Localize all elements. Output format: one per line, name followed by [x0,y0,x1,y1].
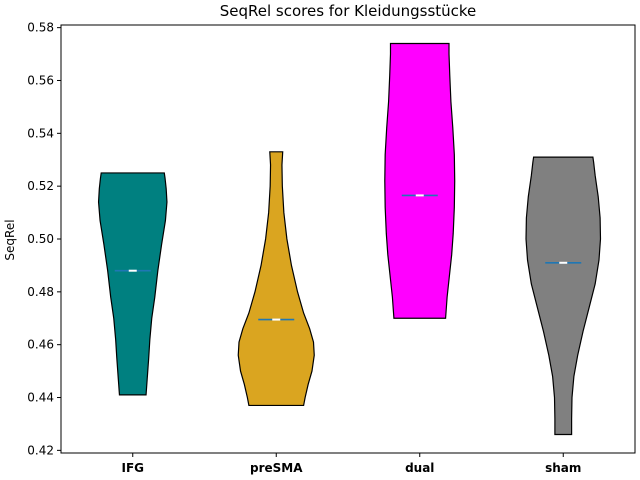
chart-title: SeqRel scores for Kleidungsstücke [220,2,477,20]
y-tick-label: 0.46 [27,338,54,352]
y-tick-label: 0.48 [27,285,54,299]
x-axis: IFG preSMA dual sham [121,453,581,475]
x-tick-label-presma: preSMA [250,461,303,475]
violin-dual [384,42,456,319]
y-tick-label: 0.56 [27,73,54,87]
violin-ifg [97,172,168,396]
y-tick-label: 0.54 [27,126,54,140]
y-axis: 0.42 0.44 0.46 0.48 0.50 0.52 0.54 0.56 0.58 [27,21,61,457]
plot-area [97,42,602,436]
y-axis-label: SeqRel [3,219,17,260]
y-tick-label: 0.44 [27,391,54,405]
x-tick-label-dual: dual [405,461,434,475]
y-tick-label: 0.42 [27,443,54,457]
violin-sham [525,156,602,436]
y-tick-label: 0.52 [27,179,54,193]
y-tick-label: 0.58 [27,21,54,35]
x-tick-label-ifg: IFG [121,461,144,475]
y-tick-label: 0.50 [27,232,54,246]
x-tick-label-sham: sham [545,461,581,475]
violin-presma [237,151,315,407]
